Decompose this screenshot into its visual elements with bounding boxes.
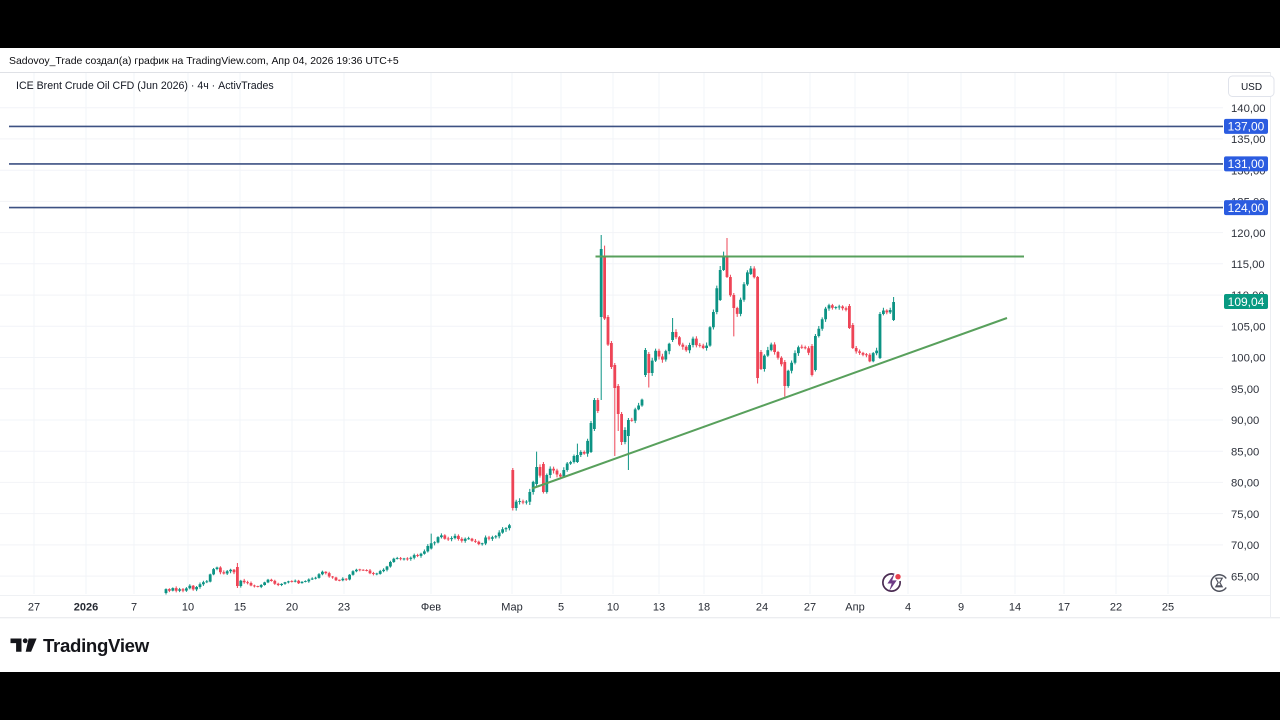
svg-text:75,00: 75,00 — [1231, 509, 1259, 521]
svg-text:109,04: 109,04 — [1228, 295, 1265, 309]
svg-text:85,00: 85,00 — [1231, 446, 1259, 458]
svg-text:15: 15 — [234, 602, 246, 614]
svg-text:140,00: 140,00 — [1231, 103, 1266, 115]
svg-text:17: 17 — [1058, 602, 1070, 614]
svg-text:95,00: 95,00 — [1231, 384, 1259, 396]
svg-text:USD: USD — [1241, 82, 1262, 93]
svg-text:Мар: Мар — [501, 602, 523, 614]
svg-text:4: 4 — [905, 602, 911, 614]
svg-text:100,00: 100,00 — [1231, 353, 1266, 365]
svg-text:120,00: 120,00 — [1231, 228, 1266, 240]
svg-text:5: 5 — [558, 602, 564, 614]
svg-text:90,00: 90,00 — [1231, 415, 1259, 427]
svg-text:10: 10 — [182, 602, 194, 614]
svg-text:24: 24 — [756, 602, 768, 614]
svg-text:23: 23 — [338, 602, 350, 614]
svg-text:25: 25 — [1162, 602, 1174, 614]
svg-text:137,00: 137,00 — [1228, 120, 1265, 134]
svg-text:10: 10 — [607, 602, 619, 614]
svg-text:Апр: Апр — [845, 602, 864, 614]
svg-text:TradingView: TradingView — [43, 636, 150, 656]
svg-text:9: 9 — [958, 602, 964, 614]
svg-text:Фев: Фев — [421, 602, 441, 614]
svg-text:13: 13 — [653, 602, 665, 614]
svg-text:14: 14 — [1009, 602, 1021, 614]
svg-text:80,00: 80,00 — [1231, 478, 1259, 490]
svg-text:131,00: 131,00 — [1228, 157, 1265, 171]
svg-text:27: 27 — [804, 602, 816, 614]
svg-text:18: 18 — [698, 602, 710, 614]
svg-text:65,00: 65,00 — [1231, 571, 1259, 583]
svg-text:22: 22 — [1110, 602, 1122, 614]
svg-text:7: 7 — [131, 602, 137, 614]
svg-text:27: 27 — [28, 602, 40, 614]
svg-text:124,00: 124,00 — [1228, 201, 1265, 215]
svg-text:20: 20 — [286, 602, 298, 614]
svg-text:105,00: 105,00 — [1231, 322, 1266, 334]
svg-text:70,00: 70,00 — [1231, 540, 1259, 552]
svg-text:135,00: 135,00 — [1231, 134, 1266, 146]
svg-text:2026: 2026 — [74, 602, 98, 614]
svg-text:115,00: 115,00 — [1231, 259, 1265, 271]
